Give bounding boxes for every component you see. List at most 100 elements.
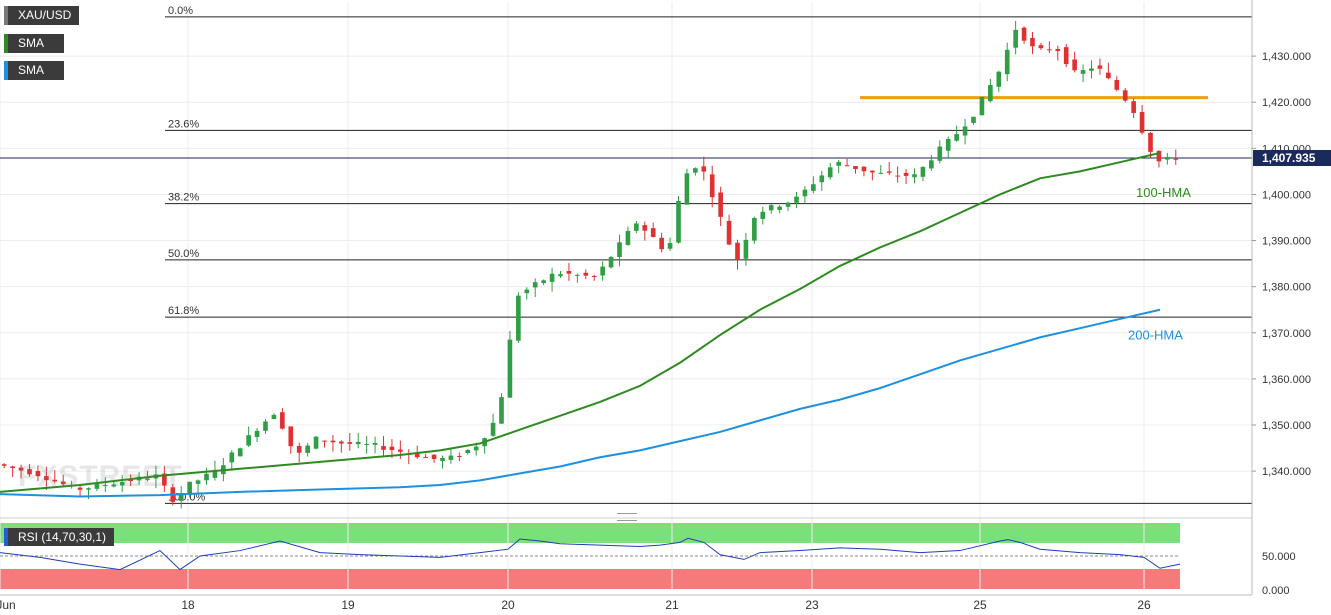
candle-body xyxy=(1047,49,1052,51)
fib-label: 0.0% xyxy=(168,5,193,17)
candle xyxy=(937,140,943,164)
candle-body xyxy=(634,223,639,231)
candle-body xyxy=(364,443,369,445)
price-tick-label: 1,360.000 xyxy=(1262,374,1311,386)
candle xyxy=(532,278,538,298)
candle-body xyxy=(1106,72,1111,79)
candle-body xyxy=(591,275,597,277)
candle-body xyxy=(912,174,917,178)
candle-body xyxy=(1013,29,1018,48)
candle xyxy=(1038,42,1044,50)
candle xyxy=(516,292,521,344)
candle xyxy=(558,270,563,278)
candle xyxy=(566,263,572,281)
fibonacci-layer: 0.0%23.6%38.2%50.0%61.8%100.0% xyxy=(0,5,1252,504)
candle xyxy=(886,161,892,176)
candle xyxy=(499,393,504,424)
rsi-line xyxy=(0,537,1181,571)
time-tick-label: 26 xyxy=(1137,598,1151,612)
candle xyxy=(1139,105,1145,135)
candle xyxy=(794,191,799,209)
candle-body xyxy=(111,484,117,487)
candle xyxy=(895,166,900,183)
candle-body xyxy=(347,442,353,444)
candle xyxy=(912,168,917,184)
candle xyxy=(735,239,740,270)
candle xyxy=(1148,131,1153,158)
rsi-layer xyxy=(0,517,1252,571)
rsi-legend[interactable]: RSI (14,70,30,1) xyxy=(4,528,115,546)
legend-item-sma200[interactable]: SMA (200,0) xyxy=(4,61,65,96)
candle-body xyxy=(735,242,740,260)
candle-body xyxy=(777,206,782,210)
candle-body xyxy=(600,266,605,276)
rsi-overbought-zone xyxy=(0,523,1180,543)
candle-body xyxy=(929,160,934,169)
candle-body xyxy=(204,473,209,481)
candle xyxy=(52,470,58,484)
candle-body xyxy=(524,289,530,294)
current-price-tag-bg xyxy=(1253,150,1331,167)
candle-body xyxy=(1139,112,1145,133)
current-price-tag: 1,407.935 xyxy=(1253,150,1331,167)
candle-body xyxy=(836,161,841,166)
candle xyxy=(929,155,934,171)
fib-label: 50.0% xyxy=(168,248,199,260)
candle-body xyxy=(676,201,681,243)
candle-body xyxy=(187,481,192,494)
time-tick-label: 25 xyxy=(973,598,987,612)
candle-body xyxy=(10,466,15,469)
candle xyxy=(237,447,243,457)
candle-body xyxy=(625,230,631,245)
candle-body xyxy=(945,138,951,151)
candle-body xyxy=(870,170,875,173)
candle-body xyxy=(853,165,858,170)
legend-item-sma100[interactable]: SMA (100,0) xyxy=(4,34,65,69)
pane-resize-handle[interactable] xyxy=(617,513,637,521)
candle xyxy=(608,256,614,269)
candle xyxy=(541,279,546,286)
candle xyxy=(659,232,664,253)
candle xyxy=(271,413,277,420)
candle xyxy=(870,170,875,181)
candle-body xyxy=(212,469,218,478)
candle-body xyxy=(684,173,690,205)
candle xyxy=(60,474,66,488)
candle xyxy=(583,269,589,280)
candle xyxy=(398,440,403,460)
price-tick-label: 1,430.000 xyxy=(1262,51,1311,63)
candle-body xyxy=(1030,37,1035,47)
candle-body xyxy=(920,167,926,177)
candle xyxy=(381,436,386,456)
candle-body xyxy=(288,426,294,447)
candle xyxy=(1063,43,1069,68)
candle xyxy=(10,465,15,477)
candle-body xyxy=(330,440,336,443)
candle-body xyxy=(35,471,41,477)
candle xyxy=(575,273,580,283)
candle xyxy=(482,437,487,454)
candle xyxy=(600,261,605,281)
candle xyxy=(229,450,235,471)
candle-body xyxy=(507,339,513,398)
candle-body xyxy=(499,397,504,424)
candle-body xyxy=(861,166,867,172)
candle-body xyxy=(583,272,589,276)
candle xyxy=(457,452,462,462)
candle-body xyxy=(263,421,268,431)
candle xyxy=(785,201,791,211)
candle xyxy=(971,116,976,125)
candle xyxy=(709,165,715,208)
candle-body xyxy=(979,96,985,116)
candle-body xyxy=(27,469,32,475)
candle-body xyxy=(389,446,395,451)
candle-body xyxy=(431,454,437,460)
candle-body xyxy=(423,456,428,458)
legend-item-symbol[interactable]: XAU/USD xyxy=(4,6,80,25)
candle xyxy=(760,206,766,225)
candle-body xyxy=(1080,70,1086,74)
rsi-tick-label: 50.000 xyxy=(1262,551,1296,563)
candle-body xyxy=(726,220,732,245)
price-tick-label: 1,340.000 xyxy=(1262,466,1311,478)
